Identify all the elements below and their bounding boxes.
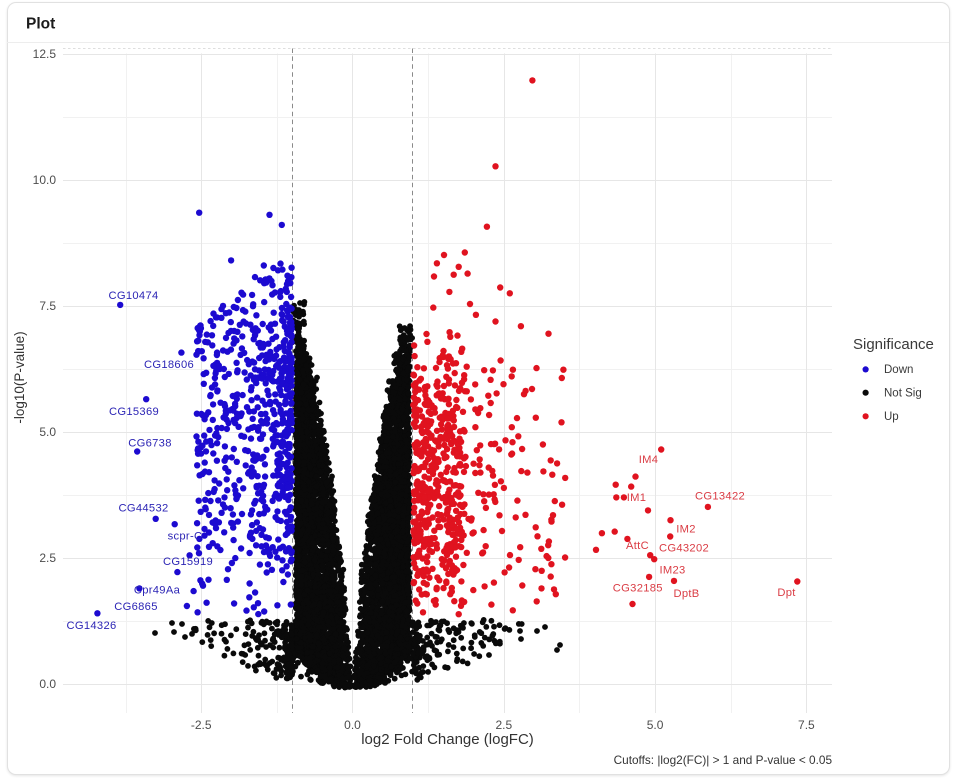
svg-text:Plot: Plot	[26, 16, 55, 33]
